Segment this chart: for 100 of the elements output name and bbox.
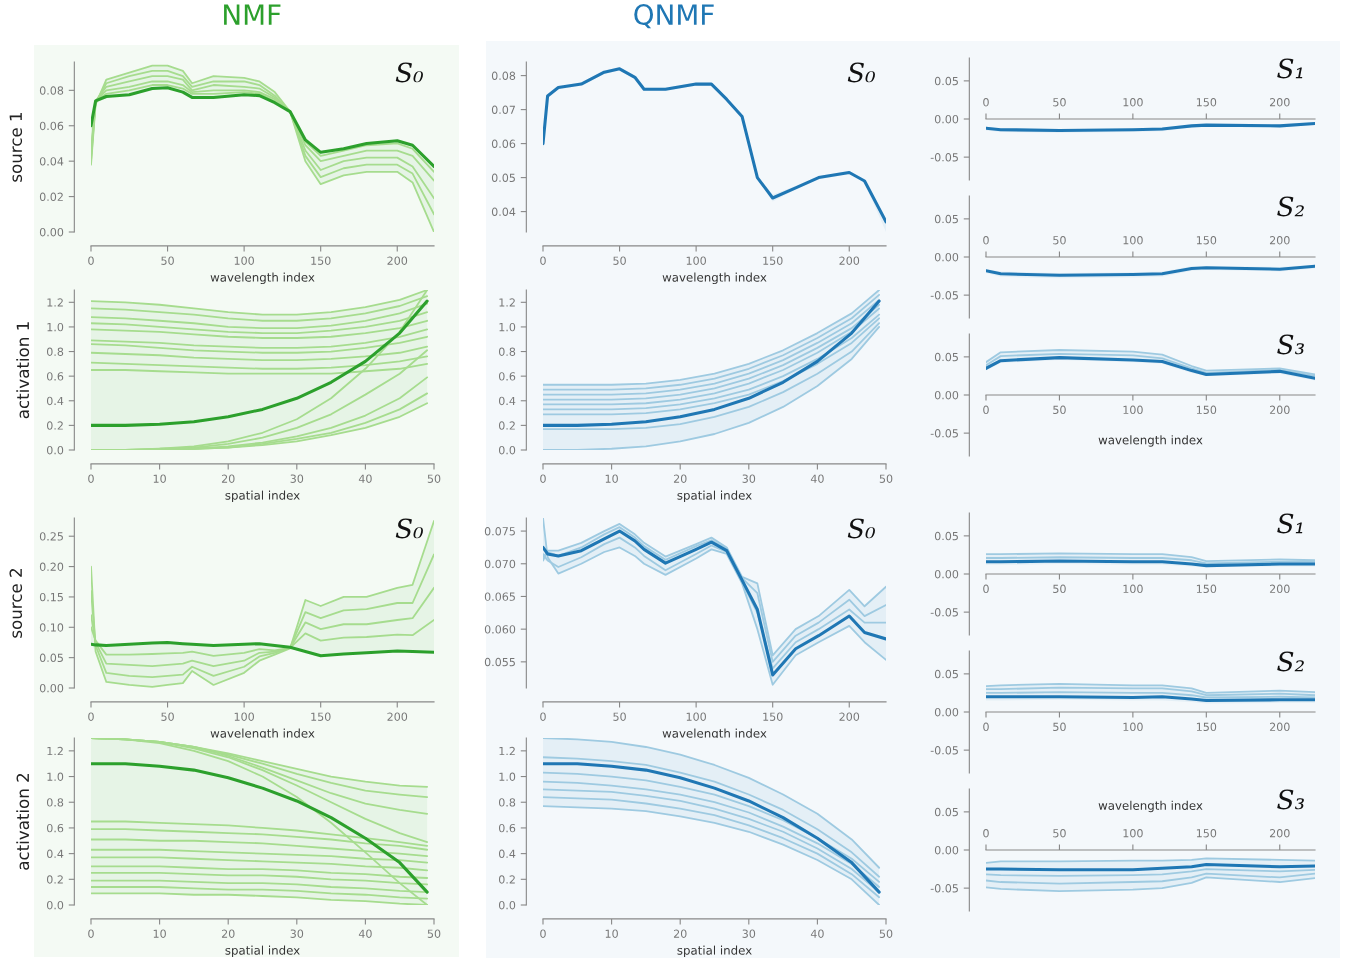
x-tick-label: 40 [358, 929, 372, 938]
x-tick-label: 0 [983, 722, 989, 732]
y-tick-label: 0.8 [498, 798, 516, 807]
y-tick-label: 0.6 [498, 372, 516, 381]
y-tick-label: 0.00 [934, 845, 959, 855]
x-tick-label: 0 [88, 929, 94, 938]
y-tick-label: 0.070 [484, 559, 516, 569]
x-tick-label: 200 [1269, 584, 1290, 594]
y-tick-label: 0.05 [934, 214, 958, 224]
y-tick-label: 0.25 [39, 532, 63, 541]
x-tick-label: 200 [387, 712, 408, 721]
annotation: S₃ [1277, 789, 1304, 810]
y-tick-label: 0.8 [46, 798, 64, 807]
y-tick-label: 0.0 [46, 900, 64, 910]
x-tick-label: 30 [742, 474, 756, 483]
x-tick-label: 200 [1269, 405, 1290, 415]
y-tick-label: 0.0 [498, 445, 516, 455]
annotation: S₃ [1277, 334, 1304, 355]
x-tick-label: 200 [1269, 829, 1290, 838]
y-tick-label: 1.2 [47, 298, 63, 307]
y-tick-label: 1.0 [47, 772, 64, 781]
x-tick-label: 100 [1123, 236, 1143, 245]
x-tick-label: 0 [88, 474, 94, 483]
y-axis-title: source 2 [9, 569, 23, 638]
y-tick-label: 0.05 [934, 76, 958, 86]
y-tick-label: -0.05 [930, 608, 958, 617]
x-tick-label: 50 [427, 929, 441, 938]
x-tick-label: 200 [839, 712, 860, 721]
y-tick-label: 0.05 [491, 173, 515, 182]
x-tick-label: 40 [810, 474, 824, 483]
x-axis-title: wavelength index [662, 728, 767, 741]
x-tick-label: 0 [540, 474, 546, 483]
x-tick-label: 100 [1123, 829, 1143, 838]
x-tick-label: 30 [742, 929, 756, 938]
x-tick-label: 0 [983, 829, 989, 838]
x-tick-label: 0 [540, 256, 546, 265]
x-tick-label: 50 [427, 474, 441, 483]
y-tick-label: 0.8 [498, 347, 516, 356]
x-tick-label: 100 [1123, 722, 1143, 732]
y-tick-label: 0.6 [46, 372, 64, 381]
y-tick-label: 0.075 [484, 527, 515, 536]
x-tick-label: 150 [1196, 584, 1217, 594]
y-tick-label: 0.06 [39, 121, 64, 131]
x-tick-label: 20 [673, 474, 687, 483]
y-tick-label: 0.10 [39, 623, 64, 632]
y-axis-title: activation 1 [16, 322, 30, 419]
y-tick-label: 0.00 [39, 227, 64, 237]
annotation: S₂ [1277, 651, 1304, 672]
x-tick-label: 50 [613, 712, 626, 721]
x-tick-label: 150 [1196, 236, 1217, 245]
y-tick-label: 0.4 [498, 849, 516, 858]
y-tick-label: 1.2 [499, 746, 515, 756]
y-tick-label: -0.05 [930, 746, 958, 755]
y-tick-label: 0.04 [39, 157, 64, 166]
x-tick-label: 20 [673, 929, 687, 938]
y-tick-label: 0.060 [484, 625, 516, 634]
y-tick-label: 0.04 [491, 207, 516, 216]
x-tick-label: 0 [983, 98, 989, 107]
y-tick-label: 0.05 [934, 352, 958, 362]
x-tick-label: 50 [613, 256, 626, 265]
x-axis-title: wavelength index [1098, 435, 1203, 447]
x-tick-label: 50 [1053, 722, 1066, 732]
x-tick-label: 40 [358, 474, 372, 483]
y-tick-label: 0.05 [934, 531, 958, 541]
y-tick-label: -0.05 [930, 429, 958, 438]
annotation: S₀ [847, 518, 875, 539]
annotation: S₀ [395, 62, 423, 83]
x-axis-title: wavelength index [210, 272, 315, 285]
annotation: S₁ [1277, 513, 1303, 534]
x-tick-label: 0 [88, 712, 94, 721]
y-tick-label: 0.00 [934, 114, 959, 124]
x-tick-label: 20 [221, 474, 235, 483]
x-tick-label: 200 [1269, 722, 1290, 732]
y-tick-label: 0.05 [39, 653, 63, 663]
x-tick-label: 0 [540, 929, 546, 938]
y-tick-label: 0.00 [39, 683, 64, 693]
x-tick-label: 40 [810, 929, 824, 938]
x-tick-label: 20 [221, 929, 235, 938]
y-tick-label: 0.2 [498, 421, 515, 430]
x-tick-label: 200 [1269, 236, 1290, 245]
x-tick-label: 10 [153, 474, 166, 483]
y-tick-label: 0.4 [46, 396, 64, 406]
x-tick-label: 0 [88, 256, 94, 265]
x-tick-label: 150 [311, 712, 331, 721]
x-axis-title: wavelength index [1098, 800, 1203, 813]
y-tick-label: -0.05 [930, 153, 958, 162]
y-tick-label: 1.0 [499, 772, 516, 781]
x-tick-label: 30 [290, 929, 304, 938]
y-tick-label: 0.00 [934, 252, 959, 262]
x-axis-title: spatial index [225, 490, 300, 503]
y-tick-label: 1.2 [47, 746, 63, 756]
y-tick-label: 0.05 [934, 669, 958, 679]
annotation: S₁ [1277, 58, 1303, 79]
x-tick-label: 200 [1269, 98, 1290, 107]
y-tick-label: 0.0 [498, 900, 516, 910]
x-tick-label: 50 [161, 256, 174, 265]
x-tick-label: 0 [983, 236, 989, 245]
x-tick-label: 150 [311, 256, 331, 265]
x-tick-label: 100 [1123, 405, 1143, 415]
y-tick-label: 0.00 [934, 707, 959, 717]
